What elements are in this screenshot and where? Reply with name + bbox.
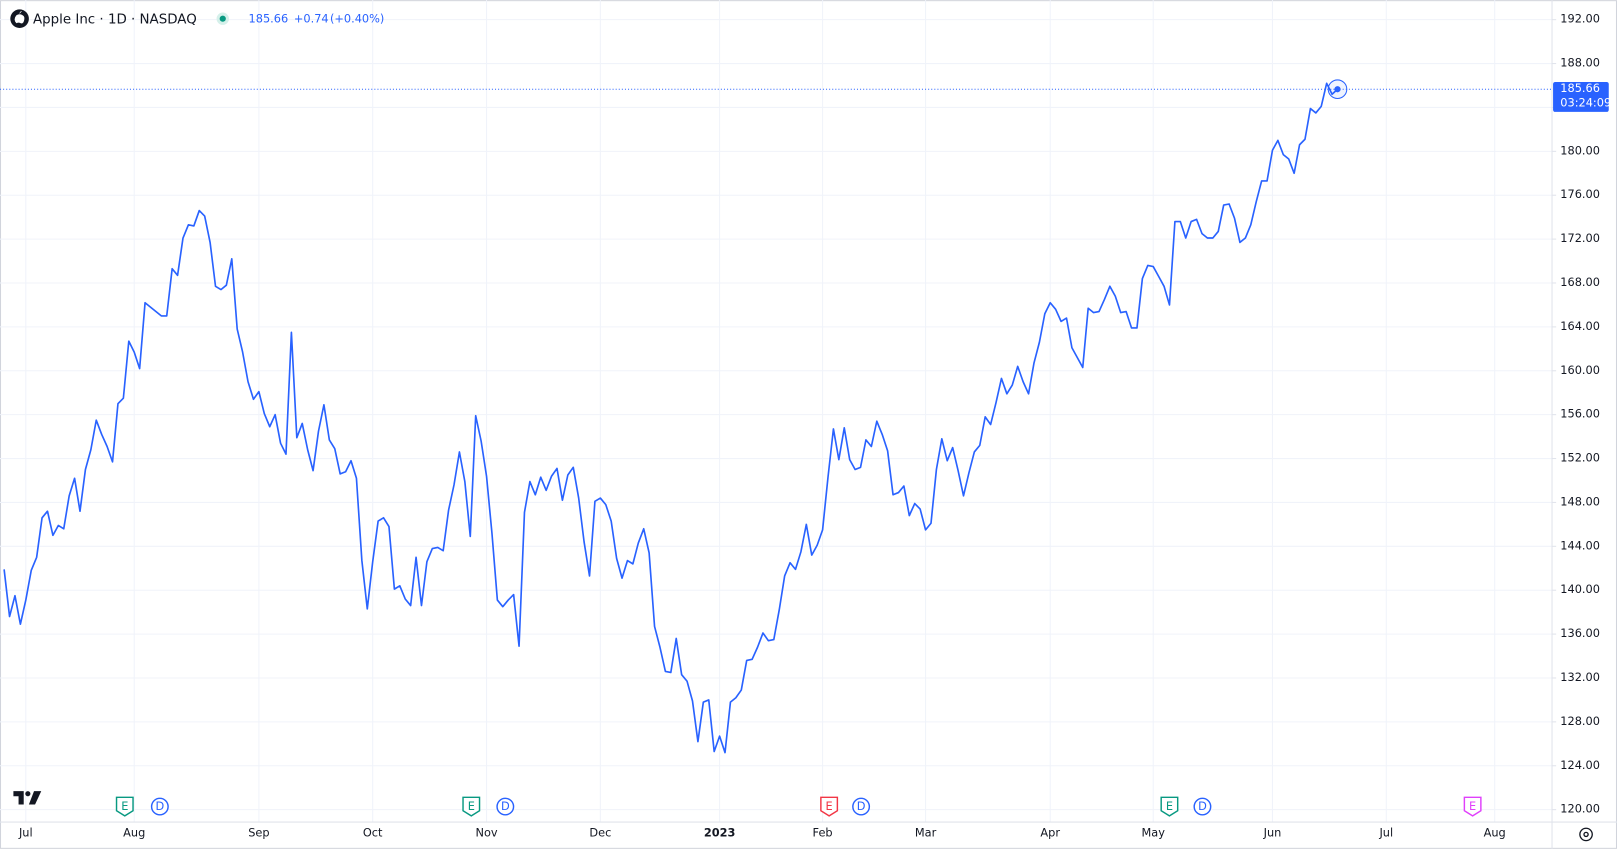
event-label: E xyxy=(1166,799,1173,813)
y-tick-label: 192.00 xyxy=(1560,12,1600,26)
event-marker[interactable]: E xyxy=(1463,796,1482,817)
tv-logo-part xyxy=(28,791,42,805)
x-tick-label: Oct xyxy=(363,825,383,839)
header-price: 185.66 xyxy=(249,12,289,26)
event-marker[interactable]: E xyxy=(1160,796,1179,817)
event-marker[interactable]: D xyxy=(496,797,515,816)
gear-center xyxy=(1583,831,1589,838)
y-tick-label: 172.00 xyxy=(1560,231,1600,245)
event-label: E xyxy=(1469,799,1476,813)
x-tick-label: Dec xyxy=(589,825,611,839)
event-marker[interactable]: E xyxy=(115,796,134,817)
event-label: E xyxy=(826,799,833,813)
x-tick-label: Feb xyxy=(813,825,833,839)
event-label: E xyxy=(121,799,128,813)
y-tick-label: 148.00 xyxy=(1560,494,1600,508)
event-label: D xyxy=(857,799,866,813)
x-tick-label: May xyxy=(1142,825,1166,839)
event-badge xyxy=(1463,796,1482,817)
x-tick-label: 2023 xyxy=(704,825,736,839)
y-tick-label: 120.00 xyxy=(1560,802,1600,816)
grid xyxy=(0,0,1553,823)
event-badge xyxy=(462,796,481,817)
price-line xyxy=(3,82,1339,754)
y-tick-label: 180.00 xyxy=(1560,143,1600,157)
y-tick-label: 144.00 xyxy=(1560,538,1600,552)
event-badge xyxy=(115,796,134,817)
event-badge xyxy=(820,796,839,817)
settings-icon[interactable] xyxy=(1579,827,1593,842)
y-tick-label: 160.00 xyxy=(1560,363,1600,377)
event-badge xyxy=(1193,797,1212,816)
y-tick-label: 168.00 xyxy=(1560,275,1600,289)
tv-logo-part xyxy=(25,791,31,797)
market-status-dot xyxy=(219,15,226,22)
x-tick-label: Mar xyxy=(915,825,937,839)
symbol-title[interactable]: Apple Inc · 1D · NASDAQ xyxy=(33,13,197,28)
y-tick-label: 124.00 xyxy=(1560,758,1600,772)
x-tick-label: Apr xyxy=(1040,825,1060,839)
apple-icon xyxy=(14,11,25,24)
y-tick-label: 164.00 xyxy=(1560,319,1600,333)
tv-logo-part xyxy=(13,791,24,805)
event-marker[interactable]: D xyxy=(1193,797,1212,816)
x-tick-label: Aug xyxy=(1484,825,1506,839)
event-marker[interactable]: D xyxy=(150,797,169,816)
event-label: D xyxy=(155,799,164,813)
price-tag-value: 185.66 xyxy=(1560,81,1600,95)
x-tick-label: Jul xyxy=(18,825,33,839)
y-tick-label: 132.00 xyxy=(1560,670,1600,684)
x-tick-label: Nov xyxy=(475,825,497,839)
header-change-pct: (+0.40%) xyxy=(330,12,384,26)
gear xyxy=(1579,827,1593,842)
x-tick-label: Jul xyxy=(1378,825,1393,839)
event-badge xyxy=(1160,796,1179,817)
y-tick-label: 128.00 xyxy=(1560,714,1600,728)
y-tick-label: 156.00 xyxy=(1560,407,1600,421)
event-label: D xyxy=(501,799,510,813)
price-tag xyxy=(1553,82,1609,112)
price-tag-countdown: 03:24:09 xyxy=(1560,96,1611,110)
y-tick-label: 188.00 xyxy=(1560,56,1600,70)
event-badge xyxy=(852,797,871,816)
header-change: +0.74 xyxy=(294,12,329,26)
event-label: E xyxy=(468,799,475,813)
y-tick-label: 136.00 xyxy=(1560,626,1600,640)
event-badge xyxy=(150,797,169,816)
y-tick-label: 176.00 xyxy=(1560,187,1600,201)
y-tick-label: 140.00 xyxy=(1560,582,1600,596)
event-badge xyxy=(496,797,515,816)
event-marker[interactable]: E xyxy=(820,796,839,817)
event-marker[interactable]: E xyxy=(462,796,481,817)
y-tick-label: 152.00 xyxy=(1560,451,1600,465)
x-tick-label: Jun xyxy=(1263,825,1282,839)
tv-logo[interactable] xyxy=(13,791,42,805)
x-tick-label: Aug xyxy=(123,825,145,839)
event-label: D xyxy=(1198,799,1207,813)
x-tick-label: Sep xyxy=(248,825,269,839)
event-marker[interactable]: D xyxy=(852,797,871,816)
last-point xyxy=(1334,86,1341,93)
plot xyxy=(3,82,1339,754)
